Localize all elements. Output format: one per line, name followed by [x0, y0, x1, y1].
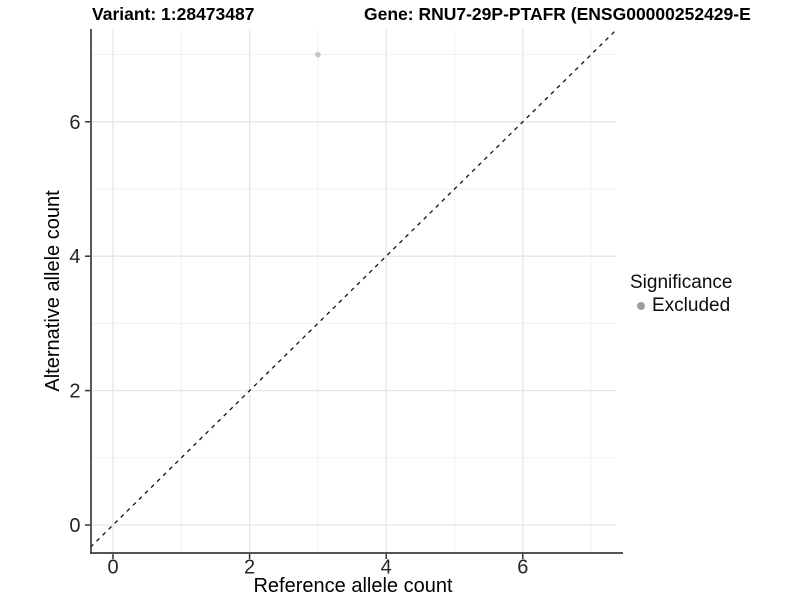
y-tick-label: 4	[69, 246, 80, 268]
x-tick-label: 2	[244, 557, 255, 579]
data-point-excluded	[315, 51, 321, 58]
shape-layer	[90, 29, 617, 548]
identity-line	[90, 29, 617, 548]
y-tick-label: 6	[69, 112, 80, 134]
grid-layer	[91, 29, 616, 553]
y-axis-title: Alternative allele count	[42, 190, 64, 392]
variant-title: Variant: 1:28473487	[92, 4, 255, 24]
y-tick-label: 2	[69, 381, 80, 403]
x-axis-title: Reference allele count	[253, 575, 452, 597]
legend: Significance Excluded	[630, 271, 732, 317]
x-tick-label: 0	[107, 557, 118, 579]
legend-title: Significance	[630, 272, 733, 293]
x-tick-label: 4	[381, 557, 392, 579]
legend-point-swatch	[637, 301, 645, 310]
y-tick-label: 0	[69, 515, 80, 537]
legend-item-label: Excluded	[652, 295, 731, 316]
gene-title: Gene: RNU7-29P-PTAFR (ENSG00000252429-E	[364, 4, 751, 24]
axis-layer: 0 2 4 6 0 2 4 6	[69, 29, 623, 579]
legend-item-excluded: Excluded	[630, 294, 732, 317]
x-tick-label: 6	[517, 557, 528, 579]
title-bar: Variant: 1:28473487 Gene: RNU7-29P-PTAFR…	[0, 0, 800, 30]
